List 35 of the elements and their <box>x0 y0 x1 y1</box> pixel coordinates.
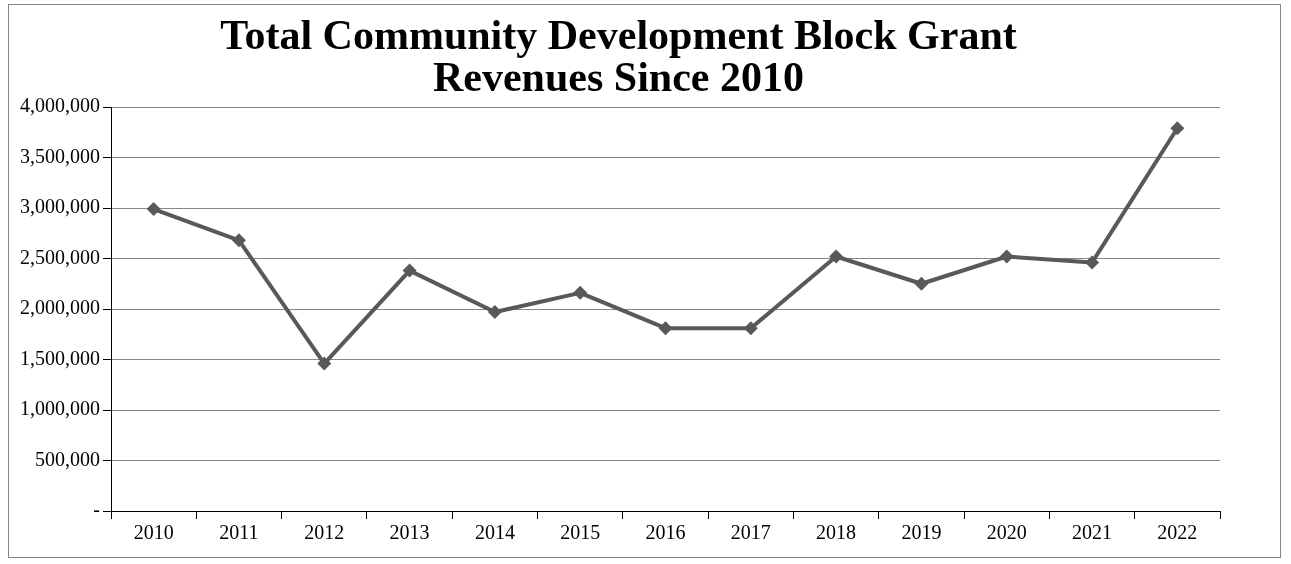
point <box>1085 255 1100 270</box>
x-tick-label: 2015 <box>560 521 601 544</box>
point <box>146 202 161 217</box>
x-tick-label: 2021 <box>1072 521 1113 544</box>
y-tick-label: 3,000,000 <box>20 195 100 218</box>
point <box>743 321 758 336</box>
x-tick-label: 2018 <box>816 521 857 544</box>
x-tick-label: 2017 <box>730 521 771 544</box>
y-tick-label: 4,000,000 <box>20 94 100 117</box>
x-tick-label: 2016 <box>645 521 686 544</box>
point <box>573 285 588 300</box>
x-tick-label: 2022 <box>1157 521 1198 544</box>
x-tick-label: 2010 <box>133 521 174 544</box>
y-tick-label: 1,500,000 <box>20 346 100 369</box>
point <box>317 356 332 371</box>
y-tick-label: - <box>93 498 100 521</box>
y-tick-label: 1,000,000 <box>20 397 100 420</box>
point <box>487 305 502 320</box>
point <box>999 249 1014 264</box>
x-tick-label: 2012 <box>304 521 345 544</box>
x-tick-label: 2013 <box>389 521 430 544</box>
x-tick-label: 2019 <box>901 521 942 544</box>
point <box>231 233 246 248</box>
point <box>658 321 673 336</box>
y-tick-label: 3,500,000 <box>20 144 100 167</box>
point <box>1170 121 1185 136</box>
y-tick-label: 2,500,000 <box>20 245 100 268</box>
y-tick-label: 500,000 <box>35 447 100 470</box>
y-tick-label: 2,000,000 <box>20 296 100 319</box>
x-tick-label: 2011 <box>219 521 259 544</box>
point <box>402 263 417 278</box>
point <box>829 249 844 264</box>
point <box>914 276 929 291</box>
x-tick-label: 2014 <box>474 521 515 544</box>
x-tick-label: 2020 <box>986 521 1027 544</box>
